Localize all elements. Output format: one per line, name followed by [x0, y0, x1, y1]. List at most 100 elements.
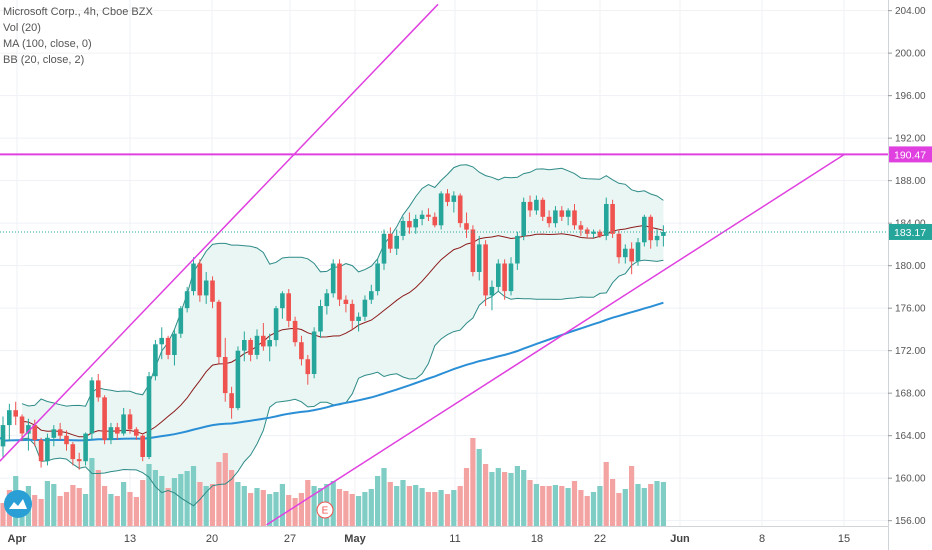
volume-bar [470, 438, 476, 526]
candle-body [527, 201, 533, 211]
y-tick-label: 180.00 [895, 261, 926, 272]
candle-body [578, 225, 584, 230]
last-price-label-bg [889, 223, 932, 240]
volume-bar [489, 472, 495, 526]
chart-legend: Microsoft Corp., 4h, Cboe BZX Vol (20) M… [3, 4, 153, 68]
candle-body [464, 223, 469, 230]
candle-body [311, 331, 317, 374]
volume-bar [590, 492, 597, 526]
candle-body [115, 427, 120, 434]
candle-body [178, 308, 184, 334]
y-tick-label: 188.00 [895, 176, 926, 187]
candle-body [565, 210, 571, 217]
x-tick-label: 22 [594, 533, 606, 545]
candle-body [616, 233, 622, 258]
volume-bar [305, 480, 311, 526]
volume-bar [190, 466, 197, 526]
volume-bar [413, 485, 419, 526]
volume-bar [419, 488, 425, 526]
y-tick-label: 200.00 [895, 49, 926, 60]
volume-bar [654, 481, 660, 526]
volume-bar [159, 476, 165, 526]
candle-body [38, 439, 44, 462]
y-tick-label: 160.00 [895, 474, 926, 485]
volume-bar [457, 486, 463, 526]
candle-body [432, 216, 438, 226]
volume-bar [406, 486, 412, 526]
volume-bar [400, 480, 406, 526]
volume-bar [349, 494, 355, 526]
tradingview-logo-icon[interactable] [4, 490, 32, 518]
volume-bar [483, 464, 489, 526]
legend-bb[interactable]: BB (20, close, 2) [3, 54, 85, 66]
ma100-line [0, 301, 664, 442]
volume-bar [514, 466, 520, 526]
bollinger-upper-line [21, 164, 664, 407]
volume-bar [63, 492, 70, 526]
volume-bar [648, 484, 654, 526]
candle-body [381, 233, 387, 264]
candle-body [286, 293, 291, 321]
volume-bar [394, 486, 400, 526]
legend-ma[interactable]: MA (100, close, 0) [3, 38, 92, 50]
volume-bar [102, 486, 108, 526]
volume-bar [660, 482, 666, 526]
candle-body [0, 425, 6, 447]
candle-body [134, 429, 139, 436]
candle-body [445, 193, 450, 202]
candle-body [261, 335, 266, 347]
candle-body [83, 433, 88, 462]
x-tick-label: 13 [124, 533, 136, 545]
legend-title[interactable]: Microsoft Corp., 4h, Cboe BZX [3, 6, 153, 18]
volume-bar [533, 484, 539, 526]
volume-bar [178, 474, 184, 526]
candle-body [597, 231, 603, 236]
bollinger-middle-line [21, 224, 664, 438]
candle-body [349, 303, 355, 321]
volume-bar [171, 478, 177, 526]
y-tick-label: 156.00 [895, 516, 926, 527]
volume-bar [356, 496, 362, 526]
volume-bar [89, 458, 95, 526]
candle-body [584, 229, 590, 234]
bollinger-band-fill [22, 164, 664, 506]
volume-bar [57, 496, 63, 526]
candle-body [318, 306, 323, 332]
volume-bar [425, 492, 431, 526]
candle-body [375, 263, 380, 292]
candle-body [476, 244, 482, 272]
candle-body [146, 376, 152, 457]
volume-bar [330, 481, 336, 526]
candle-body [400, 221, 406, 236]
volume-bar [622, 489, 628, 526]
candle-body [70, 444, 76, 460]
candle-body [642, 216, 647, 243]
candle-body [191, 263, 196, 292]
candle-body [153, 344, 158, 377]
x-tick-label: 11 [449, 533, 460, 545]
y-tick-label: 164.00 [895, 431, 926, 442]
candle-body [546, 216, 552, 224]
volume-bar [616, 493, 622, 526]
candle-body [222, 357, 228, 394]
candle-body [489, 286, 495, 296]
resistance-price-label: 190.47 [894, 149, 926, 161]
candle-body [369, 291, 374, 300]
volume-bar [184, 471, 190, 526]
earnings-event-icon [316, 501, 334, 519]
candle-body [362, 299, 368, 317]
volume-bar [597, 486, 603, 526]
candle-body [553, 210, 558, 224]
candle-body [26, 425, 31, 434]
volume-bar [241, 486, 247, 526]
volume-bar [133, 497, 139, 526]
volume-bar [70, 485, 76, 526]
candle-body [438, 193, 444, 226]
legend-volume[interactable]: Vol (20) [3, 22, 41, 34]
resistance-price-label-bg [889, 146, 932, 163]
volume-bar [635, 484, 641, 526]
volume-bar [298, 493, 304, 526]
candle-body [457, 195, 463, 224]
candle-body [229, 393, 234, 409]
